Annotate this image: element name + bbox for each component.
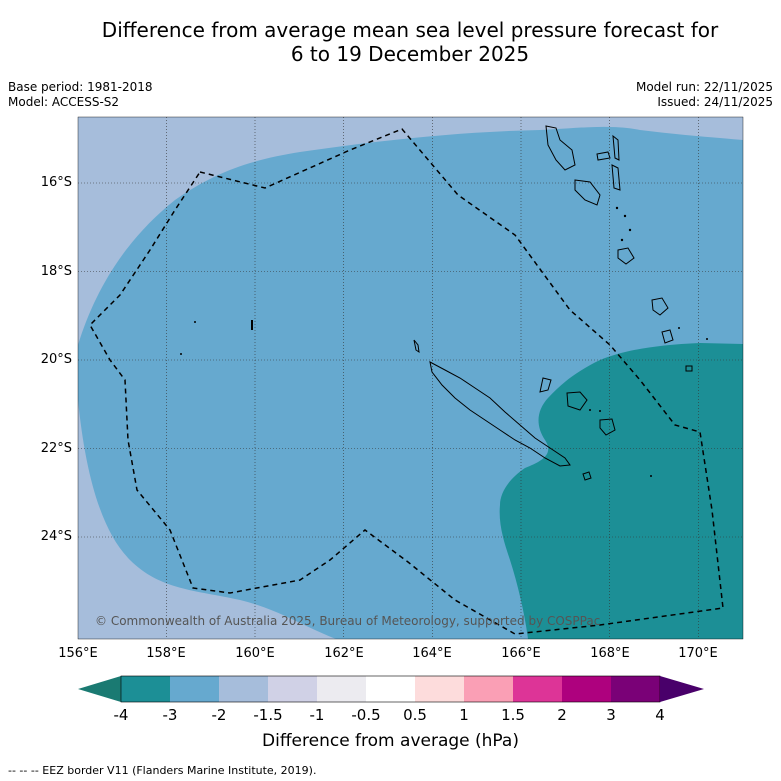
map-title: Difference from average mean sea level p… (0, 18, 781, 66)
belep-islands (413, 339, 420, 354)
colorbar-segment (611, 676, 661, 702)
eez-footnote: -- -- -- EEZ border V11 (Flanders Marine… (8, 764, 317, 777)
base-period: Base period: 1981-2018 (8, 80, 153, 94)
pentecost (611, 164, 621, 191)
colorbar-segment (268, 676, 318, 702)
graticule (78, 117, 743, 639)
copyright-notice: © Commonwealth of Australia 2025, Bureau… (95, 614, 601, 628)
lat-label-18s: 18°S (40, 264, 72, 279)
meta-right: Model run: 22/11/2025 Issued: 24/11/2025 (636, 80, 773, 110)
colorbar-tick-label: 3 (606, 706, 616, 724)
small-islands (180, 206, 708, 477)
lon-label-164e: 164°E (412, 646, 452, 661)
colorbar-tick-label: 4 (655, 706, 665, 724)
colorbar-tick-label: -1 (309, 706, 325, 724)
lon-label-162e: 162°E (324, 646, 364, 661)
eez-border (89, 128, 724, 635)
colorbar-segment (317, 676, 367, 702)
colorbar-segment (170, 676, 220, 702)
model-run: Model run: 22/11/2025 (635, 80, 773, 94)
lat-label-24s: 24°S (40, 529, 72, 544)
colorbar-tick-label: 1 (459, 706, 469, 724)
title-line-1: Difference from average mean sea level p… (101, 18, 719, 42)
lon-label-166e: 166°E (501, 646, 541, 661)
colorbar (78, 675, 704, 703)
new-caledonia-grande-terre (429, 361, 571, 467)
espiritu-santo (545, 125, 576, 171)
colorbar-tick-label: -4 (113, 706, 129, 724)
colorbar-segment (415, 676, 465, 702)
colorbar-tick-label: 2 (557, 706, 567, 724)
isle-of-pines (582, 471, 592, 481)
mare (599, 418, 616, 436)
colorbar-tick-label: -2 (211, 706, 227, 724)
ouvea (539, 377, 552, 393)
colorbar-tick-label: -1.5 (253, 706, 283, 724)
colorbar-tick-label: 1.5 (501, 706, 525, 724)
title-line-2: 6 to 19 December 2025 (290, 42, 530, 66)
model-name: Model: ACCESS-S2 (8, 95, 120, 109)
meta-left: Base period: 1981-2018 Model: ACCESS-S2 (8, 80, 153, 110)
map-frame (77, 116, 744, 640)
lon-label-158e: 158°E (146, 646, 186, 661)
colorbar-segment (562, 676, 612, 702)
colorbar-segment (121, 676, 171, 702)
lon-label-156e: 156°E (58, 646, 98, 661)
colorbar-max-arrow (660, 676, 704, 702)
tanna (661, 329, 674, 344)
lon-label-168e: 168°E (590, 646, 630, 661)
aneityum (685, 365, 693, 372)
anomaly-region-teal (499, 343, 743, 639)
colorbar-title: Difference from average (hPa) (262, 731, 519, 751)
colorbar-tick-label: -0.5 (351, 706, 381, 724)
lat-label-20s: 20°S (40, 352, 72, 367)
erromango (651, 297, 669, 316)
lon-label-170e: 170°E (678, 646, 718, 661)
issued-date: Issued: 24/11/2025 (657, 95, 773, 109)
ambae (596, 151, 611, 161)
lifou (566, 391, 588, 411)
lon-label-160e: 160°E (235, 646, 275, 661)
colorbar-segment (219, 676, 269, 702)
colorbar-min-arrow (78, 676, 121, 702)
maewo (612, 134, 620, 161)
malekula (574, 179, 601, 206)
lat-label-22s: 22°S (40, 441, 72, 456)
colorbar-segment (513, 676, 563, 702)
colorbar-segment (464, 676, 514, 702)
colorbar-tick-label: 0.5 (403, 706, 427, 724)
colorbar-segment (366, 676, 416, 702)
colorbar-tick-label: -3 (162, 706, 178, 724)
map-area (78, 117, 743, 639)
lat-label-16s: 16°S (40, 175, 72, 190)
efate (617, 247, 635, 265)
